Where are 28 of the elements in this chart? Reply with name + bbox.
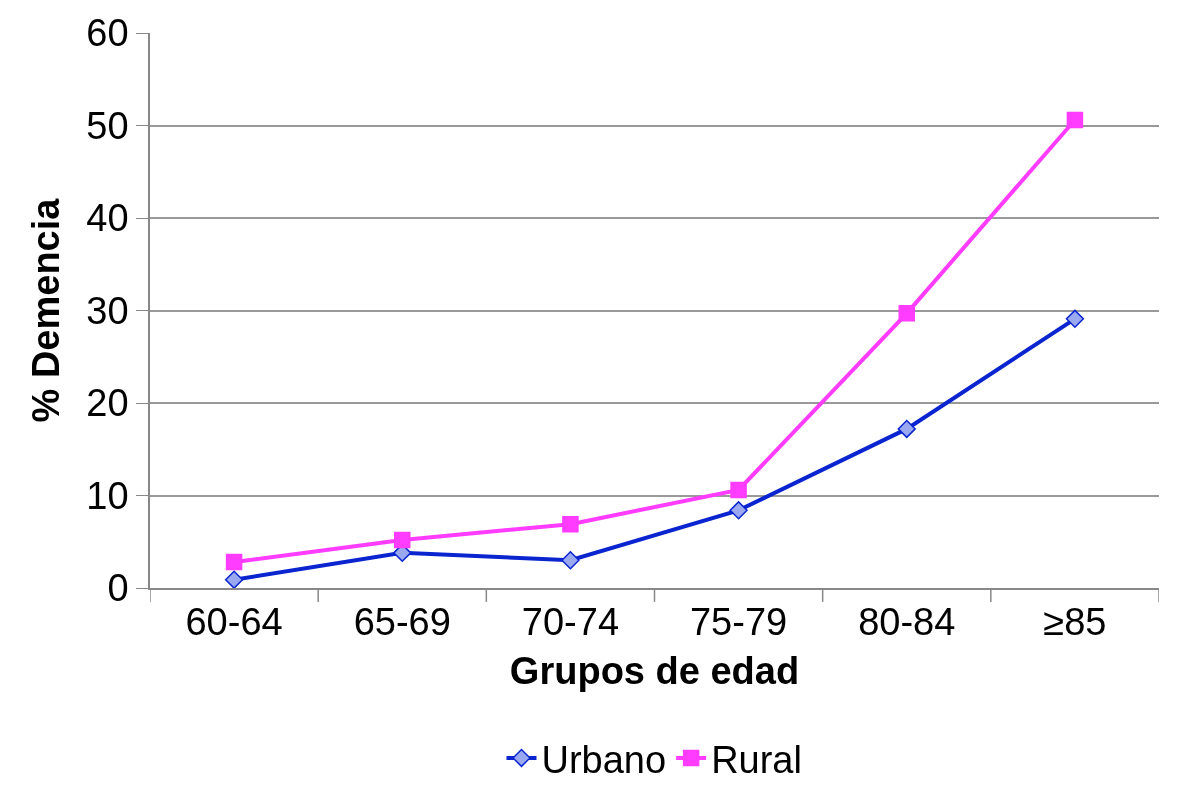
y-tick-label: 0 [107,567,129,610]
point [394,531,411,549]
point [224,570,244,589]
x-tick-label: 80-84 [858,601,956,644]
x-tick-label: 65-69 [353,601,451,644]
point [730,481,747,499]
point [729,501,748,520]
point [1066,111,1084,129]
x-tick-label: ≥85 [1043,601,1107,644]
point [562,515,579,533]
point [898,305,915,322]
x-axis-title: Grupos de edad [509,649,800,692]
y-tick-label: 40 [86,197,129,240]
legend-label: Urbano [541,738,667,781]
x-tick-label: 70-74 [521,601,620,644]
y-axis-title: % Demencia [25,197,68,423]
point [225,553,243,571]
legend-label: Rural [711,738,802,781]
x-tick-label: 60-64 [185,601,283,644]
point [1065,309,1085,329]
point [897,419,916,439]
x-tick-label: 75-79 [689,601,788,644]
y-tick-label: 10 [86,474,129,517]
y-tick-label: 30 [86,289,129,332]
y-tick-label: 50 [86,104,129,147]
y-tick-label: 20 [86,382,129,425]
point [561,551,580,570]
y-tick-label: 60 [86,12,129,55]
